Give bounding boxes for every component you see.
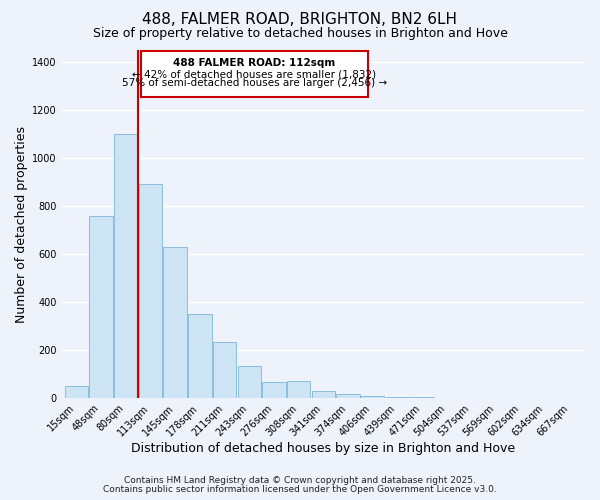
Bar [238,366,261,398]
Bar [213,342,236,398]
X-axis label: Distribution of detached houses by size in Brighton and Hove: Distribution of detached houses by size … [131,442,515,455]
Bar [65,386,88,398]
Text: Size of property relative to detached houses in Brighton and Hove: Size of property relative to detached ho… [92,28,508,40]
Bar [89,216,113,398]
Text: Contains public sector information licensed under the Open Government Licence v3: Contains public sector information licen… [103,484,497,494]
Bar [163,247,187,398]
Bar [262,382,286,398]
Bar [114,134,137,398]
Text: Contains HM Land Registry data © Crown copyright and database right 2025.: Contains HM Land Registry data © Crown c… [124,476,476,485]
Bar [361,396,385,398]
Text: 488 FALMER ROAD: 112sqm: 488 FALMER ROAD: 112sqm [173,58,335,68]
Bar [188,314,212,398]
Bar [287,382,310,398]
Text: 57% of semi-detached houses are larger (2,456) →: 57% of semi-detached houses are larger (… [122,78,387,88]
Bar [311,391,335,398]
Text: 488, FALMER ROAD, BRIGHTON, BN2 6LH: 488, FALMER ROAD, BRIGHTON, BN2 6LH [143,12,458,28]
Bar [336,394,360,398]
Bar [386,397,409,398]
Text: ← 42% of detached houses are smaller (1,832): ← 42% of detached houses are smaller (1,… [132,69,376,79]
FancyBboxPatch shape [140,51,368,97]
Bar [139,184,162,398]
Y-axis label: Number of detached properties: Number of detached properties [15,126,28,322]
